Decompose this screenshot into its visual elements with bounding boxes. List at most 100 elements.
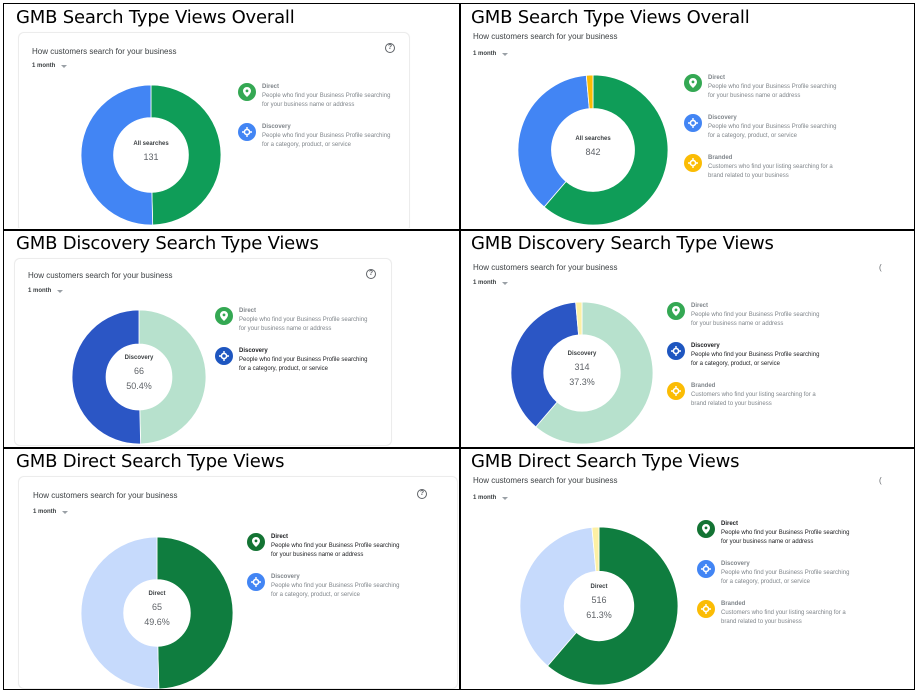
period-dropdown[interactable]: 1 month: [33, 509, 69, 515]
period-value: 1 month: [473, 495, 497, 501]
legend: Direct People who find your Business Pro…: [215, 307, 367, 387]
panel-title: GMB Direct Search Type Views: [471, 451, 740, 472]
location-pin-icon: [238, 83, 256, 101]
panel-title: GMB Search Type Views Overall: [16, 7, 295, 28]
legend-item-discovery[interactable]: Discovery People who find your Business …: [684, 114, 836, 141]
crosshair-icon: [684, 114, 702, 132]
legend-desc-line1: People who find your Business Profile se…: [691, 352, 820, 358]
card-title: How customers search for your business: [33, 491, 178, 500]
location-pin-icon: [247, 533, 265, 551]
donut-segment-branded[interactable]: [585, 74, 594, 110]
center-label: Direct: [148, 591, 166, 597]
legend-item-direct[interactable]: Direct People who find your Business Pro…: [697, 520, 849, 547]
donut-segment-direct[interactable]: [156, 536, 234, 689]
legend-item-direct[interactable]: Direct People who find your Business Pro…: [238, 83, 390, 110]
search-types-card: How customers search for your business 1 …: [14, 258, 392, 446]
donut-segment-branded[interactable]: [591, 526, 600, 572]
center-percent: 49.6%: [144, 617, 170, 627]
donut-chart: [80, 536, 234, 689]
legend-item-direct[interactable]: Direct People who find your Business Pro…: [247, 533, 399, 560]
donut-chart: [80, 84, 222, 226]
legend-text: Branded Customers who find your listing …: [691, 382, 816, 409]
crosshair-icon: [697, 600, 715, 618]
caret-down-icon: [61, 64, 68, 68]
donut-center-label: Discovery 66 50.4%: [99, 355, 179, 391]
legend-desc-line1: People who find your Business Profile se…: [262, 133, 391, 139]
help-icon[interactable]: ?: [417, 489, 427, 499]
period-value: 1 month: [28, 288, 52, 294]
legend-item-branded[interactable]: Branded Customers who find your listing …: [667, 382, 819, 409]
period-dropdown[interactable]: 1 month: [473, 51, 509, 57]
legend-desc-line2: brand related to your business: [691, 401, 772, 407]
donut-segment-direct[interactable]: [547, 526, 679, 686]
donut-segment-direct[interactable]: [138, 309, 207, 445]
legend-item-direct[interactable]: Direct People who find your Business Pro…: [667, 302, 819, 329]
legend-desc-line2: for a category, product, or service: [691, 361, 780, 367]
legend-desc-line1: People who find your Business Profile se…: [271, 583, 400, 589]
center-label: All searches: [133, 141, 169, 147]
legend-item-discovery[interactable]: Discovery People who find your Business …: [238, 123, 390, 150]
legend-name: Discovery: [262, 124, 291, 130]
grid-divider-horizontal: [4, 229, 914, 231]
search-types-card: How customers search for your business 1 …: [18, 32, 410, 228]
legend-item-direct[interactable]: Direct People who find your Business Pro…: [215, 307, 367, 334]
legend-item-discovery[interactable]: Discovery People who find your Business …: [697, 560, 849, 587]
donut-segment-direct[interactable]: [535, 301, 654, 445]
legend-item-branded[interactable]: Branded Customers who find your listing …: [697, 600, 849, 627]
legend-name: Discovery: [691, 343, 720, 349]
period-dropdown[interactable]: 1 month: [473, 280, 509, 286]
legend-desc-line1: People who find your Business Profile se…: [691, 312, 820, 318]
legend-name: Direct: [271, 534, 289, 540]
caret-down-icon: [62, 510, 69, 514]
legend-desc-line2: for your business name or address: [691, 321, 784, 327]
search-types-card: How customers search for your business 1 …: [467, 258, 907, 446]
legend-name: Direct: [262, 84, 280, 90]
grid-divider-horizontal: [4, 447, 914, 449]
legend-name: Discovery: [239, 348, 268, 354]
panel-title: GMB Search Type Views Overall: [471, 7, 750, 28]
help-icon[interactable]: ?: [366, 269, 376, 279]
legend-name: Branded: [721, 601, 746, 607]
legend-name: Direct: [708, 75, 726, 81]
period-dropdown[interactable]: 1 month: [32, 63, 68, 69]
legend: Direct People who find your Business Pro…: [247, 533, 399, 613]
donut-segment-direct[interactable]: [543, 74, 669, 226]
period-dropdown[interactable]: 1 month: [473, 495, 509, 501]
donut-segment-discovery[interactable]: [80, 84, 154, 226]
caret-down-icon: [502, 281, 509, 285]
panel-title: GMB Discovery Search Type Views: [16, 233, 319, 254]
legend: Direct People who find your Business Pro…: [238, 83, 390, 163]
help-icon[interactable]: (: [879, 263, 882, 272]
donut-segment-direct[interactable]: [150, 84, 222, 226]
legend-desc-line1: Customers who find your listing searchin…: [721, 610, 846, 616]
legend-desc-line2: for a category, product, or service: [708, 133, 797, 139]
period-value: 1 month: [33, 509, 57, 515]
donut-segment-discovery[interactable]: [517, 74, 590, 208]
legend-desc-line2: for your business name or address: [262, 102, 355, 108]
donut-segment-discovery[interactable]: [71, 309, 142, 445]
donut-segment-branded[interactable]: [575, 301, 583, 336]
legend-text: Direct People who find your Business Pro…: [721, 520, 849, 547]
period-value: 1 month: [473, 51, 497, 57]
donut-segment-discovery[interactable]: [80, 536, 160, 689]
location-pin-icon: [215, 307, 233, 325]
legend-item-branded[interactable]: Branded Customers who find your listing …: [684, 154, 836, 181]
donut-segment-discovery[interactable]: [510, 301, 580, 428]
period-dropdown[interactable]: 1 month: [28, 288, 64, 294]
center-value: 131: [143, 152, 159, 162]
comparison-grid: [3, 3, 915, 690]
chart-panel: GMB Direct Search Type Views How customer…: [4, 448, 458, 689]
legend-item-direct[interactable]: Direct People who find your Business Pro…: [684, 74, 836, 101]
donut-segment-discovery[interactable]: [519, 526, 597, 667]
chart-panel: GMB Search Type Views Overall How custome…: [4, 4, 458, 228]
legend-item-discovery[interactable]: Discovery People who find your Business …: [667, 342, 819, 369]
legend-text: Discovery People who find your Business …: [262, 123, 390, 150]
center-percent: 37.3%: [569, 377, 595, 387]
legend-desc-line1: People who find your Business Profile se…: [239, 317, 368, 323]
legend: Direct People who find your Business Pro…: [697, 520, 849, 640]
help-icon[interactable]: (: [879, 476, 882, 485]
center-label: Direct: [590, 584, 608, 590]
help-icon[interactable]: ?: [385, 43, 395, 53]
legend-item-discovery[interactable]: Discovery People who find your Business …: [247, 573, 399, 600]
legend-item-discovery[interactable]: Discovery People who find your Business …: [215, 347, 367, 374]
